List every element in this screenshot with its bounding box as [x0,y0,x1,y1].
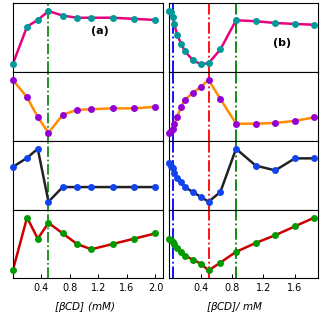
Text: (a): (a) [91,26,108,36]
Text: [$\beta$CD] (mM): [$\beta$CD] (mM) [54,300,116,314]
Text: (b): (b) [274,38,292,48]
Text: [$\beta$CD]/ mM: [$\beta$CD]/ mM [206,300,264,314]
